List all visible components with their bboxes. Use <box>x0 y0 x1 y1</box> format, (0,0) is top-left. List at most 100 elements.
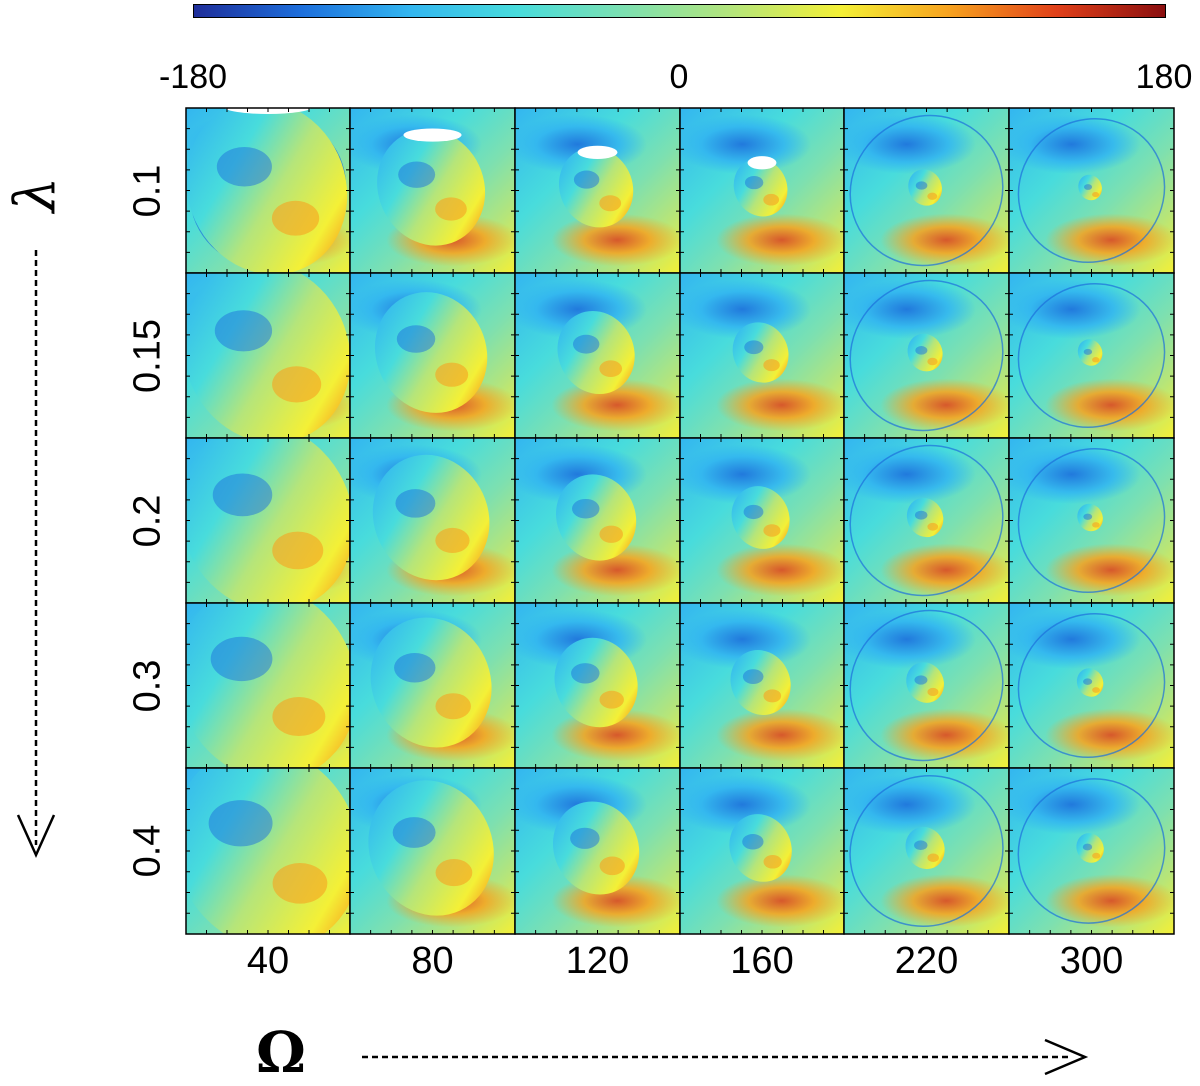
inner-blue-lobe <box>1083 513 1093 520</box>
inner-orange-lobe <box>435 693 471 720</box>
inner-blue-lobe <box>573 170 600 189</box>
axis-arrows <box>16 250 1089 1076</box>
inner-blue-lobe <box>915 346 928 355</box>
panel-r0-c5 <box>1009 108 1174 273</box>
panel-frame <box>1008 767 1175 935</box>
red-lobe <box>1045 213 1174 267</box>
inner-blue-lobe <box>744 175 764 190</box>
panel-r2-c1 <box>350 438 515 603</box>
inner-orange-lobe <box>927 853 939 862</box>
panel-r0-c1 <box>350 108 515 273</box>
inner-orange-lobe <box>599 690 624 709</box>
column-label: 160 <box>730 940 794 982</box>
inner-orange-lobe <box>272 531 324 570</box>
inner-blue-lobe <box>216 146 272 187</box>
inner-orange-lobe <box>927 357 938 366</box>
inner-blue-lobe <box>571 663 600 684</box>
panel-r1-c0 <box>186 273 350 438</box>
missing-data-patch <box>577 145 618 159</box>
panel-r4-c0 <box>186 768 350 934</box>
blue-lobe <box>844 609 976 669</box>
panel-r2-c5 <box>1009 438 1174 603</box>
panel-r3-c2 <box>515 603 680 768</box>
panel-r1-c2 <box>515 273 680 438</box>
inner-orange-lobe <box>927 192 938 200</box>
red-lobe <box>880 378 1009 432</box>
inner-blue-lobe <box>398 161 436 188</box>
red-lobe <box>1045 543 1174 597</box>
panel-r3-c5 <box>1009 603 1174 768</box>
inner-orange-lobe <box>599 195 622 212</box>
inner-blue-lobe <box>742 834 764 850</box>
panel-r3-c1 <box>350 603 515 768</box>
red-lobe <box>716 874 844 928</box>
inner-blue-lobe <box>210 636 273 682</box>
panel-r4-c4 <box>844 768 1009 934</box>
blue-lobe <box>844 114 976 174</box>
panel-r3-c4 <box>844 603 1009 768</box>
inner-orange-lobe <box>763 359 780 372</box>
red-lobe <box>1045 708 1174 762</box>
red-lobe <box>1045 874 1174 928</box>
inner-orange-lobe <box>271 200 320 236</box>
inner-blue-lobe <box>744 340 764 355</box>
panel-r1-c1 <box>350 273 515 438</box>
inner-blue-lobe <box>914 675 928 685</box>
y-axis-label: λ <box>3 176 69 213</box>
red-lobe <box>551 378 680 432</box>
red-lobe <box>880 213 1009 267</box>
inner-blue-lobe <box>1083 348 1093 355</box>
blue-lobe <box>1009 609 1141 669</box>
row-label: 0.15 <box>126 318 169 393</box>
panel-r2-c4 <box>844 438 1009 603</box>
blue-lobe <box>844 279 976 339</box>
inner-orange-lobe <box>272 697 326 737</box>
blue-lobe <box>1009 279 1141 339</box>
panel-r4-c3 <box>680 768 844 934</box>
inner-blue-lobe <box>1082 843 1093 851</box>
missing-data-patch <box>403 128 462 142</box>
inner-blue-lobe <box>570 827 600 849</box>
panel-r0-c3 <box>680 108 844 273</box>
blue-lobe <box>844 444 976 504</box>
red-lobe <box>716 543 844 597</box>
red-lobe <box>716 213 844 267</box>
blue-lobe <box>680 114 812 174</box>
outer-disk-edge <box>849 774 1004 928</box>
colorbar <box>193 4 1166 18</box>
inner-orange-lobe <box>763 193 780 206</box>
panel-r1-c4 <box>844 273 1009 438</box>
blue-lobe <box>1009 774 1141 835</box>
column-label: 220 <box>894 940 959 982</box>
lambda-arrow-head <box>16 814 56 859</box>
blue-lobe <box>1009 114 1141 174</box>
row-label: 0.2 <box>126 494 169 547</box>
outer-disk-edge <box>1017 612 1166 759</box>
inner-orange-lobe <box>1092 522 1100 528</box>
outer-disk-edge <box>849 114 1004 267</box>
inner-orange-lobe <box>599 856 625 876</box>
colorbar-max-label: 180 <box>1135 58 1193 96</box>
red-lobe <box>880 543 1009 597</box>
inner-blue-lobe <box>572 498 600 519</box>
red-lobe <box>716 378 844 432</box>
inner-orange-lobe <box>763 855 782 869</box>
inner-blue-lobe <box>743 504 764 520</box>
row-label: 0.1 <box>126 164 169 217</box>
panel-r1-c3 <box>680 273 844 438</box>
outer-disk-edge <box>849 609 1004 762</box>
blue-lobe <box>680 774 812 835</box>
inner-blue-lobe <box>212 473 273 517</box>
red-lobe <box>880 874 1009 928</box>
panel-r4-c2 <box>515 768 680 934</box>
inner-orange-lobe <box>1092 687 1100 693</box>
inner-orange-lobe <box>1092 852 1101 859</box>
inner-orange-lobe <box>435 527 470 554</box>
inner-orange-lobe <box>1092 357 1100 363</box>
missing-data-patch <box>747 156 777 170</box>
panel-r2-c0 <box>186 438 350 603</box>
inner-orange-lobe <box>599 360 623 378</box>
inner-orange-lobe <box>927 522 939 531</box>
inner-orange-lobe <box>435 859 473 887</box>
outer-disk-edge <box>849 279 1004 432</box>
